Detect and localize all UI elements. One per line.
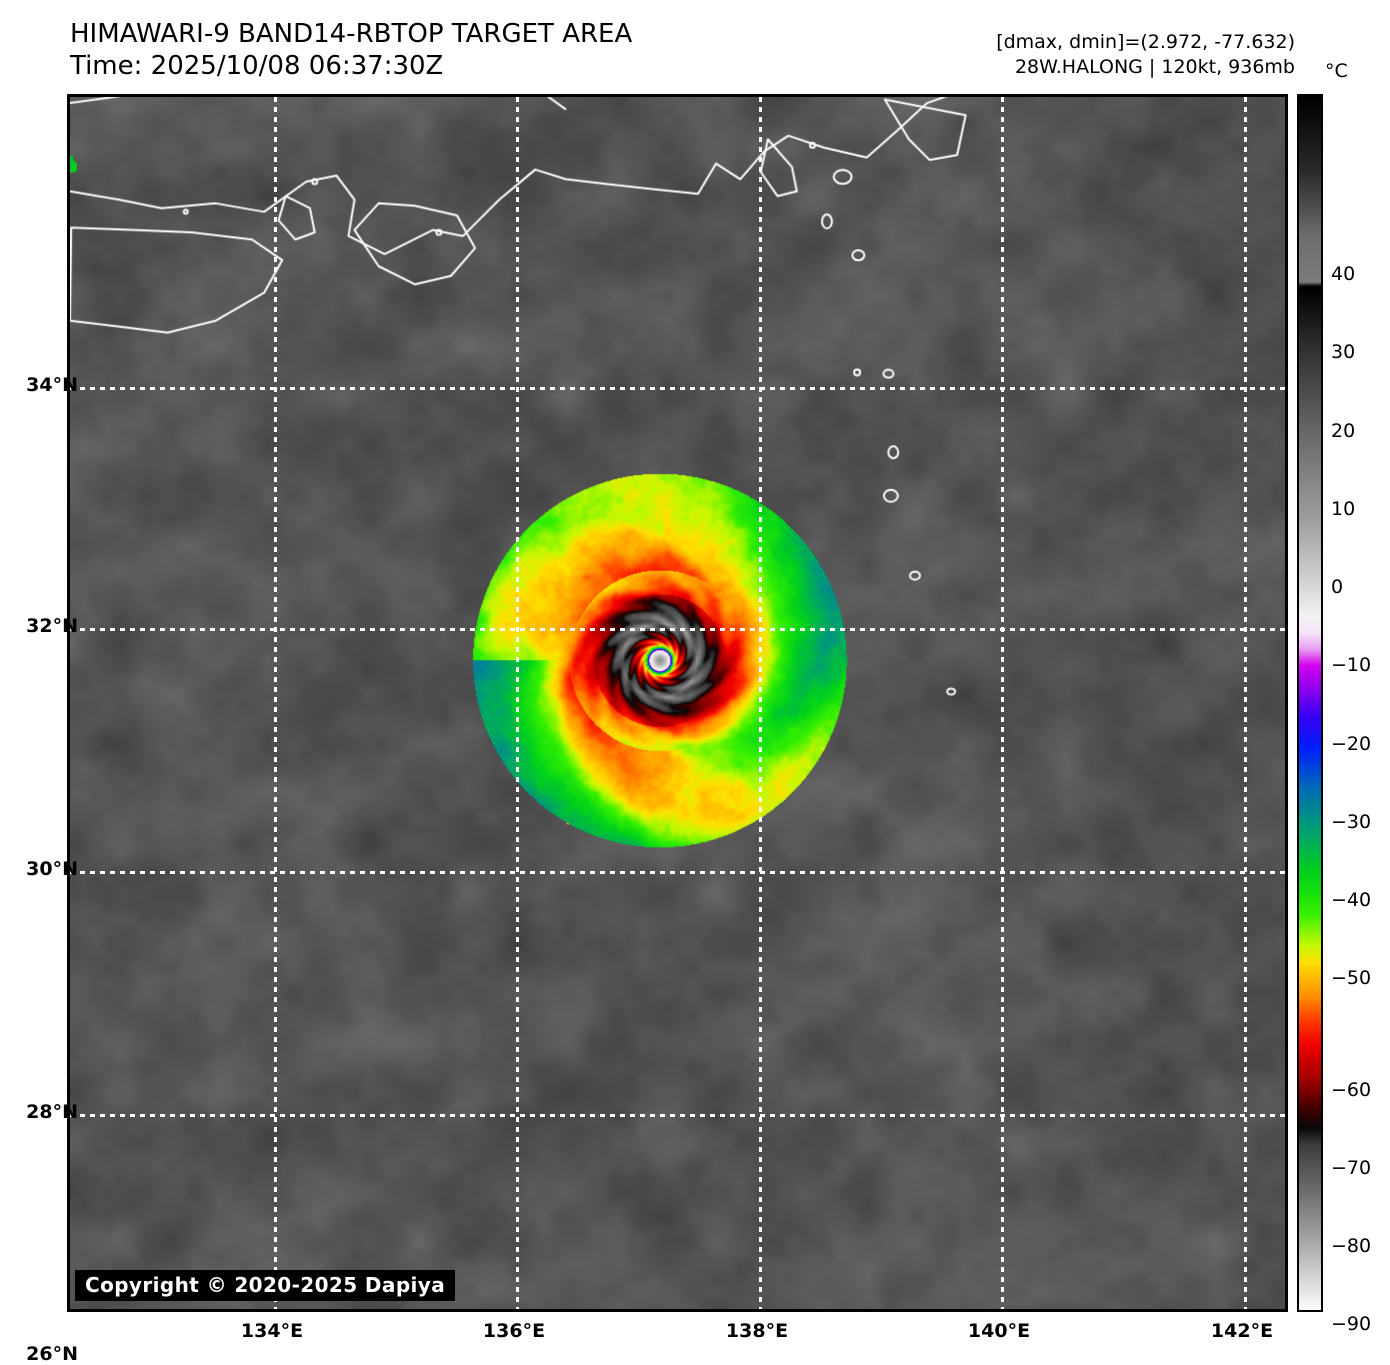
colorbar-tick--60: −60 (1331, 1079, 1372, 1101)
colorbar-gradient (1299, 96, 1321, 1310)
lat-tick-26: 26°N (26, 1343, 78, 1365)
header-right: [dmax, dmin]=(2.972, -77.632) 28W.HALONG… (996, 30, 1295, 80)
header-left: HIMAWARI-9 BAND14-RBTOP TARGET AREA Time… (70, 18, 770, 82)
lon-tick-136: 136°E (482, 1320, 546, 1342)
copyright-banner: Copyright © 2020-2025 Dapiya (75, 1270, 456, 1301)
dminmax-label: [dmax, dmin]=(2.972, -77.632) (996, 31, 1295, 53)
temperature-colorbar (1297, 94, 1323, 1312)
colorbar-tick--70: −70 (1331, 1157, 1372, 1179)
lat-tick-32: 32°N (26, 615, 78, 637)
page-title: HIMAWARI-9 BAND14-RBTOP TARGET AREA (70, 19, 633, 49)
colorbar-tick-10: 10 (1331, 498, 1356, 520)
colorbar-unit-label: °C (1325, 60, 1348, 82)
colorbar-tick--30: −30 (1331, 811, 1372, 833)
storm-info-label: 28W.HALONG | 120kt, 936mb (1014, 56, 1295, 78)
timestamp-label: Time: 2025/10/08 06:37:30Z (70, 51, 444, 81)
colorbar-tick--10: −10 (1331, 654, 1372, 676)
lon-tick-138: 138°E (725, 1320, 789, 1342)
colorbar-tick-0: 0 (1331, 576, 1344, 598)
colorbar-tick-40: 40 (1331, 263, 1356, 285)
lon-tick-140: 140°E (967, 1320, 1031, 1342)
colorbar-tick-20: 20 (1331, 420, 1356, 442)
colorbar-tick--20: −20 (1331, 733, 1372, 755)
infrared-satellite-canvas (70, 97, 1285, 1309)
lon-tick-134: 134°E (240, 1320, 304, 1342)
satellite-imagery-plot: Copyright © 2020-2025 Dapiya (67, 94, 1288, 1312)
lat-tick-34: 34°N (26, 374, 78, 396)
colorbar-tick--90: −90 (1331, 1313, 1372, 1335)
lat-tick-30: 30°N (26, 858, 78, 880)
colorbar-tick--40: −40 (1331, 889, 1372, 911)
colorbar-tick-30: 30 (1331, 341, 1356, 363)
colorbar-tick--80: −80 (1331, 1235, 1372, 1257)
colorbar-tick--50: −50 (1331, 967, 1372, 989)
lon-tick-142: 142°E (1210, 1320, 1274, 1342)
lat-tick-28: 28°N (26, 1101, 78, 1123)
